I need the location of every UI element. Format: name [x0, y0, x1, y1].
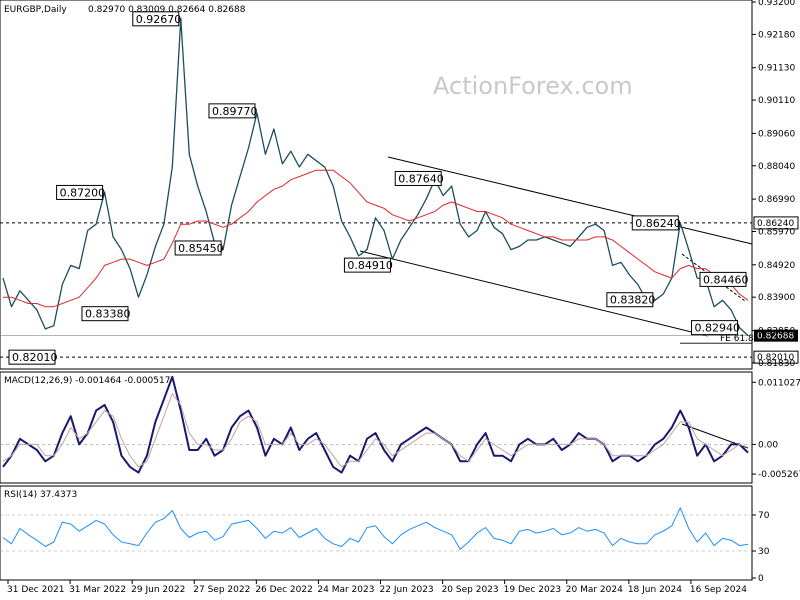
- price-label-text: 0.82940: [695, 322, 741, 335]
- y-tick-label: 0: [758, 574, 764, 584]
- x-tick-label: 20 Mar 2024: [566, 585, 623, 595]
- price-label-box: [132, 11, 180, 27]
- axis-layer: 0.93200 0.92180 0.91130 0.90110 0.89060 0.880…: [7, 0, 800, 595]
- grid-layer: [0, 222, 752, 552]
- price-label-text: 0.82010: [12, 351, 58, 364]
- channel-upper-line: [387, 156, 753, 245]
- y-tick-label: 0.00: [758, 440, 778, 450]
- level-price-label: 0.82010: [757, 353, 794, 363]
- level-price-label: 0.86240: [757, 219, 794, 229]
- y-tick-label: 0.86990: [758, 195, 795, 205]
- price-label-text: 0.84460: [703, 273, 749, 286]
- x-tick-label: 24 Mar 2023: [317, 585, 374, 595]
- y-tick-label: 0.91130: [758, 64, 795, 74]
- price-label-box: [699, 271, 747, 287]
- price-label-text: 0.84910: [347, 259, 393, 272]
- fe-label: FE 61.8: [720, 334, 754, 344]
- y-tick-label: -0.005267: [758, 470, 800, 480]
- y-tick-label: 30: [758, 547, 770, 557]
- channel-lines: [359, 156, 753, 449]
- price-label-text: 0.86240: [635, 217, 681, 230]
- price-label-box: [631, 215, 679, 231]
- macd-label: MACD(12,26,9) -0.001464 -0.000517: [4, 376, 170, 386]
- y-tick-label: 0.89060: [758, 129, 795, 139]
- series-layer: [2, 18, 749, 550]
- series-rsi-line: [2, 507, 749, 550]
- x-tick-label: 29 Jun 2022: [131, 585, 185, 595]
- y-tick-label: 0.81830: [758, 359, 795, 369]
- macd-panel[interactable]: [0, 371, 753, 484]
- price-label-box: [8, 349, 56, 365]
- price-label-box: [394, 170, 442, 186]
- current-price-label: 0.82688: [757, 332, 794, 342]
- x-tick-label: 31 Mar 2022: [69, 585, 126, 595]
- symbol-label: EURGBP,Daily: [4, 5, 67, 15]
- watermark-text: ActionForex.com: [433, 72, 633, 100]
- y-tick-label: 0.82850: [758, 327, 795, 337]
- price-label-box: [606, 292, 654, 308]
- x-tick-label: 27 Sep 2022: [193, 585, 250, 595]
- y-tick-label: 0.88040: [758, 162, 795, 172]
- price-label-text: 0.92670: [136, 13, 182, 26]
- current-price-box: [754, 329, 798, 342]
- price-label-box: [691, 320, 739, 336]
- price-label-text: 0.87200: [60, 186, 106, 199]
- x-tick-label: 31 Dec 2021: [7, 585, 65, 595]
- y-tick-label: 0.92180: [758, 30, 795, 40]
- rsi-panel[interactable]: [0, 485, 753, 581]
- ohlc-label: 0.82970 0.83009 0.82664 0.82688: [88, 5, 246, 15]
- price-label-text: 0.83380: [85, 308, 131, 321]
- y-tick-label: 0.93200: [758, 0, 795, 8]
- price-label-text: 0.83820: [610, 294, 656, 307]
- ma-projection-line: [681, 253, 746, 302]
- level-price-box: [753, 216, 799, 230]
- price-label-box: [343, 257, 391, 273]
- y-tick-label: 0.90110: [758, 96, 795, 106]
- x-tick-label: 19 Dec 2023: [504, 585, 561, 595]
- y-tick-label: 0.84920: [758, 261, 795, 271]
- rsi-label: RSI(14) 37.4373: [4, 490, 77, 500]
- series-price-line: [2, 18, 749, 337]
- x-tick-label: 20 Sep 2023: [442, 585, 499, 595]
- series-signal-line: [2, 393, 749, 468]
- price-label-text: 0.85450: [178, 242, 224, 255]
- price-label-box: [56, 184, 104, 200]
- channel-lower-line: [359, 250, 709, 337]
- price-label-box: [81, 306, 129, 322]
- x-tick-label: 16 Sep 2024: [690, 585, 747, 595]
- series-moving_average-line: [3, 169, 749, 308]
- x-tick-label: 26 Dec 2022: [255, 585, 312, 595]
- price-label-text: 0.87640: [398, 172, 444, 185]
- x-tick-label: 18 Jun 2024: [628, 585, 682, 595]
- level-price-box: [753, 350, 799, 364]
- x-tick-label: 22 Jun 2023: [380, 585, 434, 595]
- y-tick-label: 0.85970: [758, 227, 795, 237]
- price-label-text: 0.89770: [212, 105, 258, 118]
- y-tick-label: 0.83900: [758, 293, 795, 303]
- y-tick-label: 0.011027: [758, 378, 800, 388]
- price-label-box: [208, 103, 256, 119]
- y-tick-label: 70: [758, 511, 770, 521]
- price-label-box: [174, 240, 222, 256]
